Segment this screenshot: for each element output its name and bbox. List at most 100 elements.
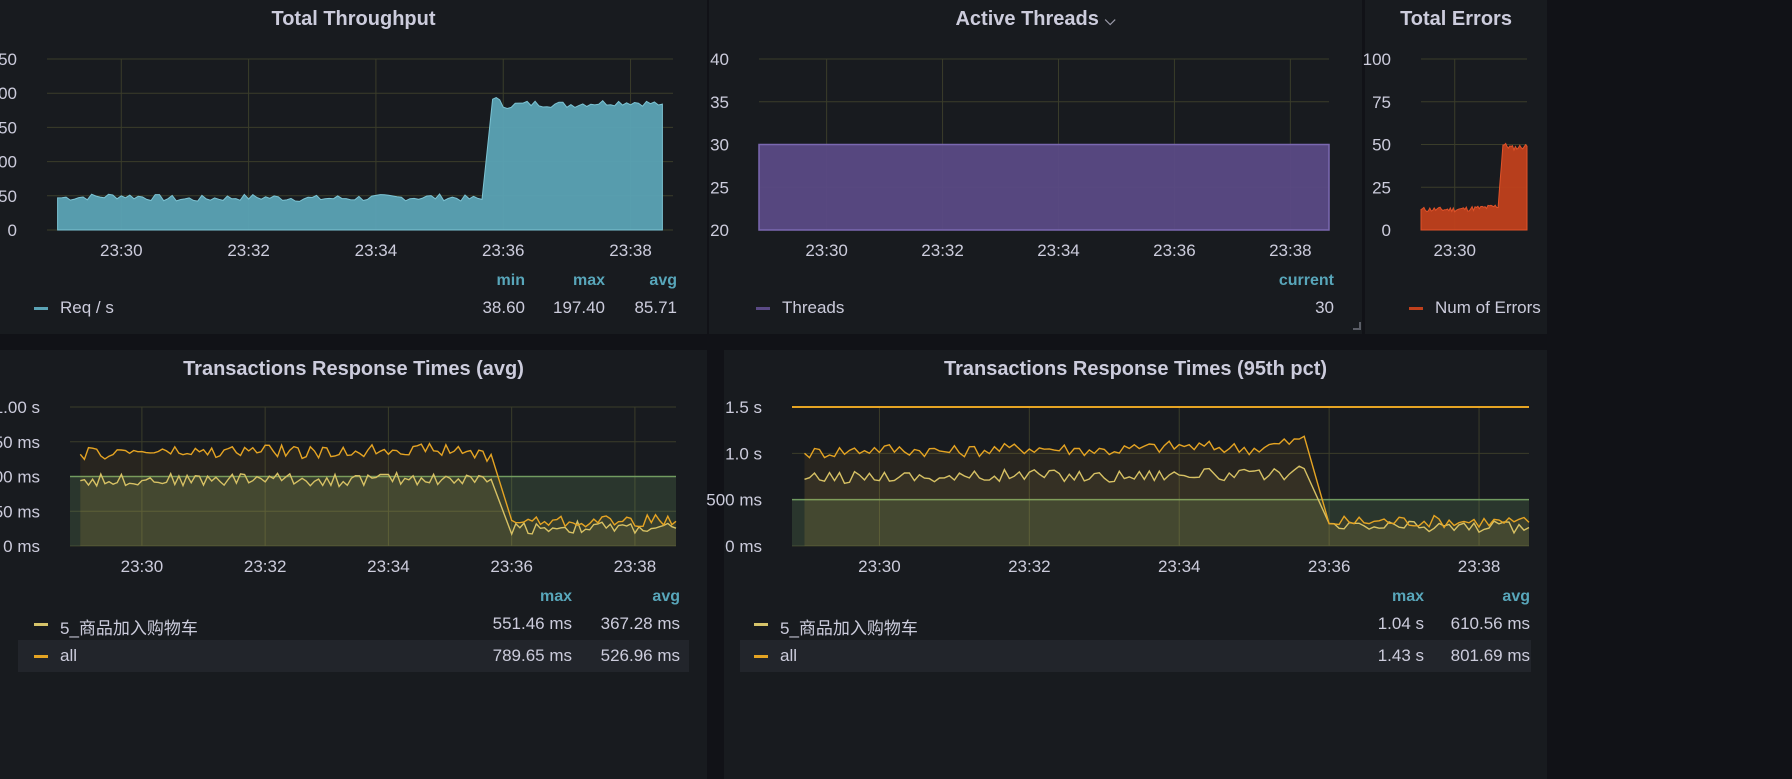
legend-avg-value: 610.56 ms: [1450, 614, 1530, 633]
panel-title[interactable]: Total Errors: [1400, 8, 1512, 30]
legend-max-value: 197.40: [553, 298, 605, 317]
series-swatch: [756, 307, 770, 310]
y-tick-label: 0 ms: [725, 537, 762, 556]
legend-max-value: 1.43 s: [1377, 646, 1424, 665]
x-tick-label: 23:32: [244, 557, 287, 576]
legend-row[interactable]: all 789.65 ms 526.96 ms: [18, 640, 689, 672]
series-line: [804, 435, 1530, 529]
series-name[interactable]: 5_商品加入购物车: [60, 619, 198, 638]
legend-row[interactable]: 5_商品加入购物车 1.04 s 610.56 ms: [724, 608, 1547, 640]
legend-header-max[interactable]: max: [1391, 588, 1424, 605]
y-tick-label: 35: [710, 93, 729, 112]
x-tick-label: 23:36: [1308, 557, 1351, 576]
series-fill: [804, 466, 1529, 546]
panel-response-times-p95: Transactions Response Times (95th pct) 1…: [706, 350, 1547, 779]
y-tick-label: 1.0 s: [725, 444, 762, 463]
series-swatch: [754, 623, 768, 626]
legend-header-max[interactable]: max: [539, 588, 572, 605]
y-tick-label: 750 ms: [0, 433, 40, 452]
legend-header-avg[interactable]: avg: [652, 588, 680, 605]
series-swatch: [1409, 307, 1423, 310]
throughput-area: [57, 97, 663, 231]
x-tick-label: 23:30: [1433, 241, 1476, 260]
legend-avg-value: 526.96 ms: [600, 646, 680, 665]
legend-row[interactable]: 5_商品加入购物车 551.46 ms 367.28 ms: [0, 608, 707, 640]
x-tick-label: 23:32: [227, 241, 270, 260]
y-tick-label: 1.5 s: [725, 398, 762, 417]
x-tick-label: 23:32: [1008, 557, 1051, 576]
x-tick-label: 23:30: [100, 241, 143, 260]
legend-avg-value: 85.71: [634, 298, 677, 317]
series-name[interactable]: all: [780, 646, 798, 665]
legend-max-value: 1.04 s: [1377, 614, 1424, 633]
panel-title[interactable]: Total Throughput: [271, 8, 436, 30]
series-line: [80, 470, 677, 537]
y-tick-label: 1.00 s: [0, 398, 40, 417]
panel-title-text[interactable]: Active Threads: [955, 8, 1099, 30]
legend-min-value: 38.60: [482, 298, 525, 317]
threshold-band: [70, 476, 676, 546]
x-tick-label: 23:38: [609, 241, 652, 260]
y-tick-label: 20: [710, 221, 729, 240]
chevron-down-icon[interactable]: ⌵: [1104, 12, 1116, 28]
legend-current-value: 30: [1315, 298, 1334, 317]
x-tick-label: 23:34: [1037, 241, 1080, 260]
series-swatch: [34, 623, 48, 626]
x-tick-label: 23:36: [482, 241, 525, 260]
series-line: [804, 465, 1530, 535]
panel-total-throughput: Total Throughput 250 200 150 100 50 0 23:30 23:…: [0, 0, 707, 334]
x-tick-label: 23:38: [614, 557, 657, 576]
series-name[interactable]: all: [60, 646, 78, 665]
legend-header-avg[interactable]: avg: [649, 272, 677, 289]
errors-chart: 100 75 50 25 0 23:30: [1363, 50, 1528, 260]
resize-handle[interactable]: [1353, 322, 1361, 330]
panel-title[interactable]: Active Threads ⌵: [709, 8, 1362, 31]
series-name[interactable]: Threads: [782, 298, 845, 317]
threshold-band: [792, 499, 1529, 546]
x-tick-label: 23:30: [121, 557, 164, 576]
series-swatch: [754, 655, 768, 658]
y-tick-label: 250: [0, 50, 17, 69]
legend-header-current[interactable]: current: [1278, 272, 1334, 289]
y-tick-label: 150: [0, 118, 17, 137]
response-avg-chart: 1.00 s 750 ms 500 ms 250 ms 0 ms 23:30 23:32 23…: [0, 398, 677, 576]
legend-header-max[interactable]: max: [572, 272, 605, 289]
y-tick-label: 100: [1363, 50, 1391, 69]
panel-title[interactable]: Transactions Response Times (95th pct): [943, 358, 1328, 380]
y-tick-label: 25: [1372, 178, 1391, 197]
x-tick-label: 23:38: [1458, 557, 1501, 576]
throughput-chart: 250 200 150 100 50 0 23:30 23:32 23:34 23:36 23:38: [0, 50, 673, 260]
series-name[interactable]: Num of Errors: [1435, 298, 1541, 317]
x-tick-label: 23:38: [1269, 241, 1312, 260]
legend-header-min[interactable]: min: [496, 272, 525, 289]
x-tick-label: 23:34: [1158, 557, 1201, 576]
y-tick-label: 250 ms: [0, 502, 40, 521]
y-tick-label: 40: [710, 50, 729, 69]
x-tick-label: 23:36: [490, 557, 533, 576]
y-tick-label: 500 ms: [706, 491, 762, 510]
legend-row[interactable]: Threads 30: [709, 292, 1362, 324]
panel-title[interactable]: Transactions Response Times (avg): [183, 358, 524, 380]
y-tick-label: 75: [1372, 93, 1391, 112]
y-tick-label: 50: [1372, 136, 1391, 155]
x-tick-label: 23:30: [805, 241, 848, 260]
legend-max-value: 551.46 ms: [492, 614, 572, 633]
legend-max-value: 789.65 ms: [492, 646, 572, 665]
y-tick-label: 0: [8, 221, 17, 240]
threads-area: [758, 143, 1330, 231]
y-tick-label: 100: [0, 153, 17, 172]
x-tick-label: 23:36: [1153, 241, 1196, 260]
y-tick-label: 0 ms: [3, 537, 40, 556]
legend-row[interactable]: Num of Errors: [1365, 292, 1547, 324]
x-tick-label: 23:30: [858, 557, 901, 576]
x-tick-label: 23:34: [367, 557, 410, 576]
y-tick-label: 200: [0, 84, 17, 103]
legend-row[interactable]: all 1.43 s 801.69 ms: [740, 640, 1531, 672]
series-name[interactable]: Req / s: [60, 298, 114, 317]
threads-chart: 40 35 30 25 20 23:30 23:32 23:34 23:36 23:38: [710, 50, 1330, 260]
legend-row[interactable]: Req / s 38.60 197.40 85.71: [0, 292, 707, 324]
y-tick-label: 0: [1382, 221, 1391, 240]
legend-header-avg[interactable]: avg: [1502, 588, 1530, 605]
series-name[interactable]: 5_商品加入购物车: [780, 619, 918, 638]
errors-area: [1420, 142, 1528, 231]
